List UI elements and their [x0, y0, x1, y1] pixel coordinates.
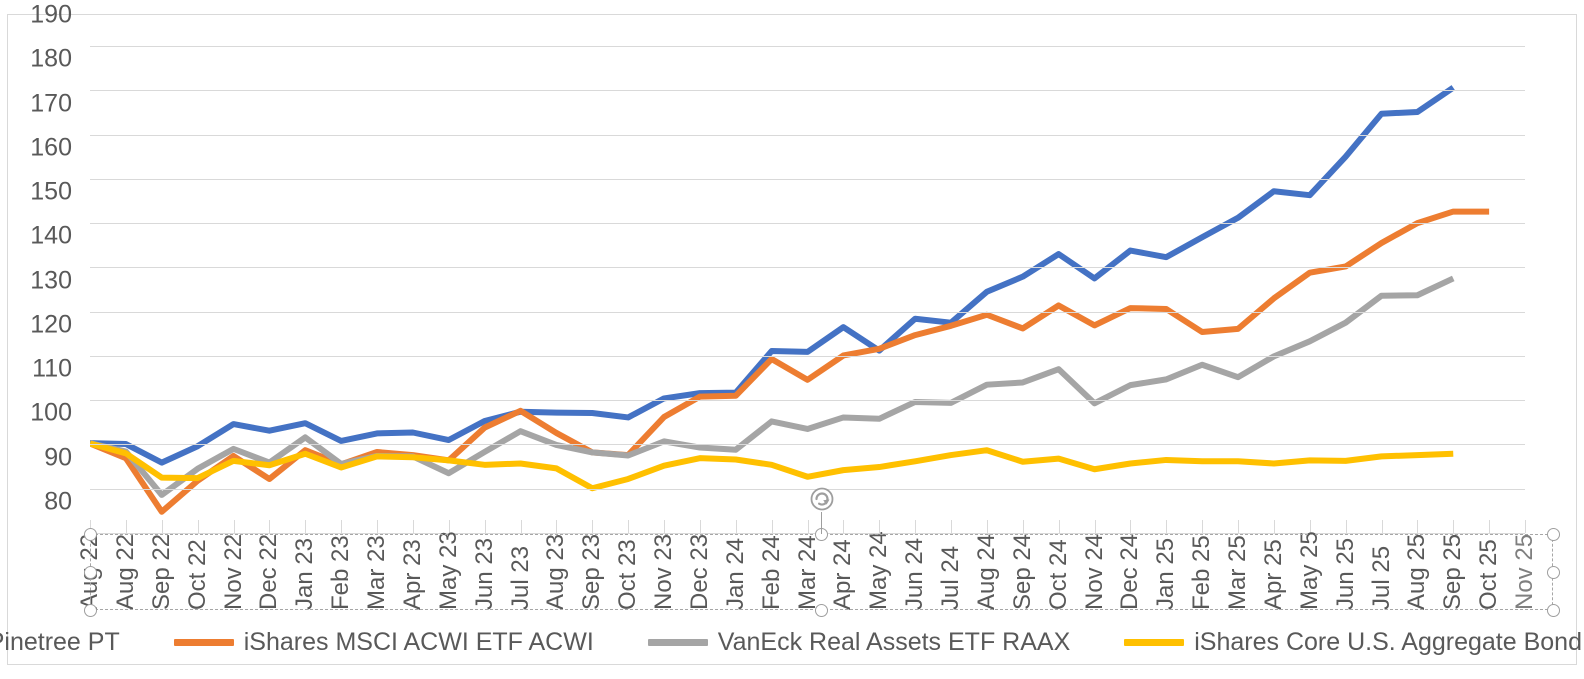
x-axis-tick-mark: [520, 520, 522, 533]
x-axis-tick-mark: [1166, 520, 1168, 533]
x-axis-line: [90, 533, 1525, 534]
x-axis-tick-mark: [161, 520, 163, 533]
x-axis-tick-mark: [843, 520, 845, 533]
resize-handle[interactable]: [83, 565, 97, 579]
resize-handle[interactable]: [83, 603, 97, 617]
resize-handle[interactable]: [1546, 565, 1560, 579]
x-axis-tick-mark: [197, 520, 199, 533]
x-axis-tick-mark: [1309, 520, 1311, 533]
x-axis-tick-mark: [377, 520, 378, 533]
x-axis-tick-mark: [986, 520, 988, 533]
x-axis-tick-mark: [448, 520, 450, 533]
y-axis-tick-label: 100: [30, 398, 72, 427]
x-axis-tick-mark: [90, 520, 91, 533]
rotate-icon[interactable]: [809, 486, 835, 512]
x-axis-tick-mark: [628, 520, 630, 533]
legend-item-label: VanEck Real Assets ETF RAAX: [717, 627, 1071, 656]
x-axis-tick-mark: [341, 520, 343, 533]
y-axis[interactable]: 190 180 170 160 150 140 130 120 110 100 90 80: [8, 1, 86, 575]
legend-item[interactable]: VanEck Real Assets ETF RAAX: [647, 627, 1071, 657]
x-axis-tick-mark: [125, 520, 127, 533]
gridline: [90, 355, 1525, 357]
legend-item[interactable]: Pinetree PT: [0, 628, 120, 657]
x-axis-tick-mark: [556, 520, 558, 533]
y-axis-tick-label: 190: [30, 0, 72, 29]
x-axis-tick-mark: [879, 520, 881, 533]
x-axis-tick-mark: [699, 520, 701, 533]
resize-handle[interactable]: [83, 527, 97, 541]
x-axis-tick-mark: [1094, 520, 1096, 533]
x-axis-tick-mark: [1417, 520, 1419, 533]
resize-handle[interactable]: [1546, 603, 1560, 617]
series-lines: [90, 85, 1490, 515]
gridline: [90, 400, 1525, 402]
x-axis-tick-mark: [1381, 520, 1383, 533]
series-line[interactable]: [90, 440, 1454, 492]
x-axis-tick-mark: [1022, 520, 1024, 533]
gridline: [90, 178, 1525, 180]
x-axis-tick-mark: [951, 520, 952, 533]
legend-item-label: iShares MSCI ACWI ETF ACWI: [243, 627, 594, 656]
x-axis-tick-mark: [1489, 520, 1491, 533]
y-axis-tick-label: 110: [32, 354, 72, 383]
x-axis-tick-mark: [1525, 520, 1526, 533]
gridline: [90, 134, 1525, 136]
x-axis-tick-mark: [807, 520, 809, 533]
x-axis-tick-mark: [269, 520, 271, 533]
chart-frame[interactable]: 190 180 170 160 150 140 130 120 110 100 90 80 Aug 2…: [0, 1, 1584, 665]
legend-item-label: iShares Core U.S. Aggregate Bond ETF AGG: [1194, 627, 1584, 656]
x-axis-tick-mark: [664, 520, 665, 533]
gridline: [90, 90, 1525, 92]
y-axis-tick-label: 120: [30, 310, 72, 339]
y-axis-tick-label: 180: [30, 44, 72, 73]
x-axis-tick-mark: [305, 520, 307, 533]
x-axis-tick-mark: [1058, 520, 1060, 533]
x-axis-ticks: [90, 520, 1526, 534]
x-axis-tick-mark: [771, 520, 773, 533]
gridline: [90, 444, 1525, 446]
x-axis-tick-mark: [1345, 520, 1347, 533]
resize-handle[interactable]: [1546, 527, 1560, 541]
series-line[interactable]: [90, 208, 1490, 515]
x-axis-tick-mark: [915, 520, 917, 533]
x-axis-tick-mark: [412, 520, 414, 533]
legend-color-swatch: [1124, 638, 1185, 646]
y-axis-tick-label: 130: [30, 266, 72, 295]
gridline: [90, 223, 1525, 225]
x-axis-tick-mark: [1453, 520, 1455, 533]
legend-color-swatch: [647, 638, 708, 646]
gridline: [90, 311, 1525, 313]
y-axis-tick-label: 80: [44, 487, 72, 516]
resize-handle[interactable]: [815, 603, 828, 617]
gridline: [90, 267, 1525, 269]
x-axis-tick-mark: [592, 520, 594, 533]
legend-color-swatch: [173, 638, 234, 646]
x-axis-tick-mark: [484, 520, 486, 533]
chart-legend[interactable]: Pinetree PT iShares MSCI ACWI ETF ACWI Van…: [0, 621, 1584, 663]
rotate-handle-stem: [820, 512, 823, 534]
x-axis-tick-mark: [1202, 520, 1204, 533]
series-line[interactable]: [90, 275, 1455, 498]
x-axis-labels[interactable]: Aug 22 Aug 22 Sep 22 Oct 22 Nov 22 Dec 22 Jan …: [76, 531, 1553, 610]
legend-item-label: Pinetree PT: [0, 627, 120, 656]
y-axis-tick-label: 150: [30, 177, 72, 206]
series-line[interactable]: [90, 85, 1455, 466]
x-axis-tick-mark: [1238, 520, 1239, 533]
gridline: [90, 488, 1525, 490]
x-axis-tick-mark: [233, 520, 235, 533]
x-axis-tick-mark: [1130, 520, 1132, 533]
legend-item[interactable]: iShares Core U.S. Aggregate Bond ETF AGG: [1124, 628, 1584, 657]
y-axis-tick-label: 90: [44, 443, 72, 472]
y-axis-tick-label: 140: [30, 221, 72, 250]
legend-item[interactable]: iShares MSCI ACWI ETF ACWI: [173, 627, 594, 657]
y-axis-tick-label: 160: [30, 133, 72, 162]
x-axis-tick-mark: [1273, 520, 1275, 533]
gridline: [90, 46, 1525, 47]
x-axis-tick-mark: [735, 520, 737, 533]
y-axis-tick-label: 170: [30, 89, 72, 118]
plot-area[interactable]: [90, 46, 1525, 534]
